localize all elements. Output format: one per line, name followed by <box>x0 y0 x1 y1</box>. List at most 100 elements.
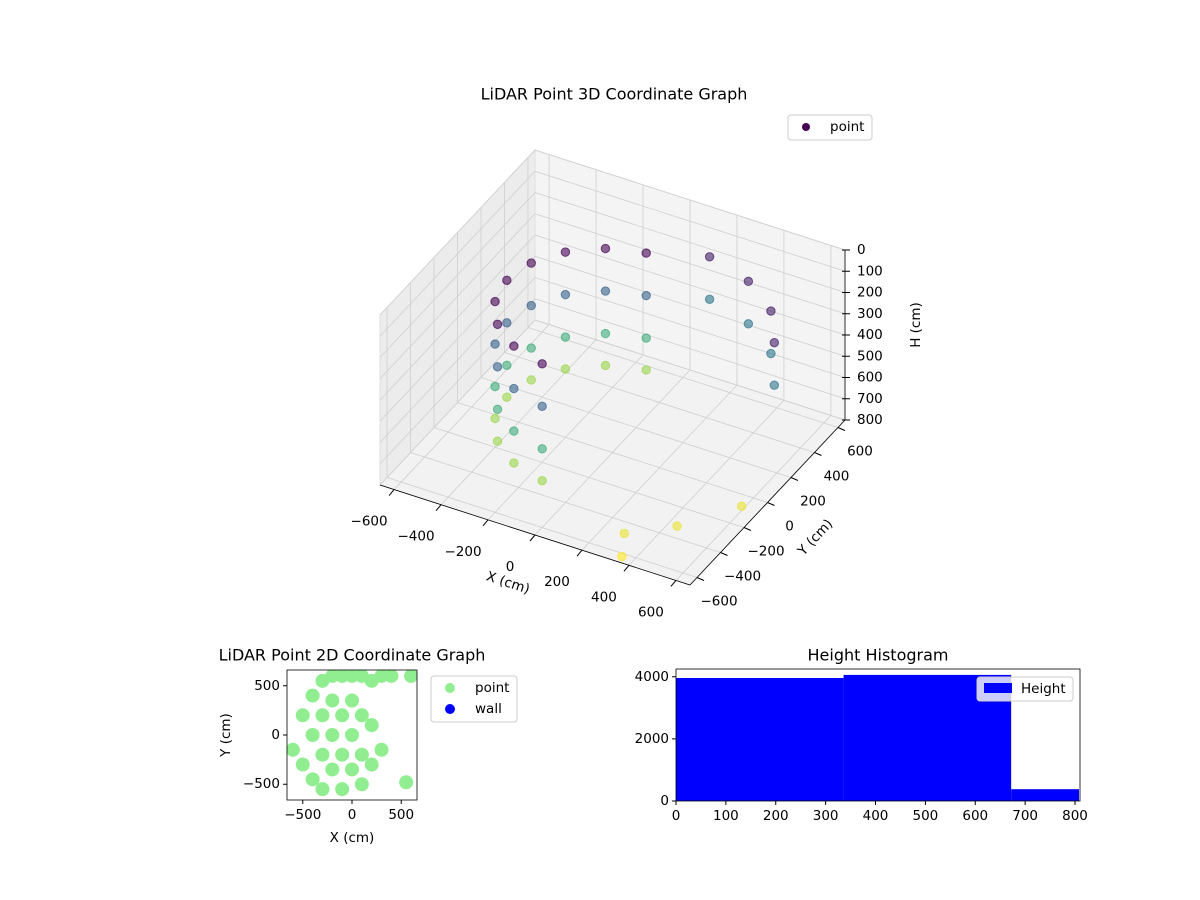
y-tick-label: −600 <box>700 594 737 610</box>
point <box>490 339 500 349</box>
grid-line <box>410 452 721 553</box>
point <box>335 708 350 723</box>
y-tick-label: −500 <box>243 776 280 792</box>
z-tick-label: 100 <box>857 263 883 279</box>
point <box>672 521 682 531</box>
point <box>526 300 536 311</box>
point <box>492 319 503 330</box>
point <box>492 404 503 415</box>
point <box>502 360 512 370</box>
y-axis-label: Y (cm) <box>218 713 234 758</box>
x-tick <box>388 489 395 496</box>
y-tick <box>720 552 728 556</box>
grid-line <box>534 234 846 336</box>
x-tick <box>529 534 536 542</box>
grid-line <box>534 277 846 378</box>
z-tick-label: 0 <box>857 242 866 258</box>
point <box>600 328 611 339</box>
point <box>619 528 629 539</box>
x-tick-label: −500 <box>284 807 321 823</box>
point <box>384 670 399 683</box>
point <box>364 757 379 772</box>
point <box>305 728 320 742</box>
legend-marker <box>445 704 455 714</box>
y-tick <box>743 527 752 531</box>
point <box>345 728 359 742</box>
point <box>492 436 503 446</box>
x-tick-label: 600 <box>638 604 664 620</box>
legend-label: wall <box>475 701 502 717</box>
grid-line <box>534 319 846 421</box>
grid-line <box>379 213 536 380</box>
point <box>404 670 417 683</box>
x-axis-label: X (cm) <box>330 830 375 846</box>
grid-line <box>379 192 536 358</box>
z-tick-label: 700 <box>857 391 883 407</box>
point <box>325 762 340 777</box>
point <box>509 458 519 468</box>
grid-line <box>379 170 536 337</box>
point <box>617 551 627 562</box>
grid-line <box>379 149 536 316</box>
x-tick-label: 100 <box>713 808 739 824</box>
z-tick-label: 600 <box>857 370 883 386</box>
x-tick-label: 400 <box>863 808 889 824</box>
z-tick-label: 500 <box>857 348 883 364</box>
x-tick <box>482 519 489 527</box>
point <box>490 296 500 307</box>
point <box>537 359 547 369</box>
z-tick-label: 800 <box>857 412 883 428</box>
y-tick-label: 600 <box>847 444 873 460</box>
point <box>335 782 350 797</box>
x-tick-label: 0 <box>348 807 357 823</box>
point <box>560 289 571 300</box>
point <box>641 365 651 375</box>
point <box>305 688 320 703</box>
point <box>287 742 300 757</box>
x-tick-label: 500 <box>912 808 938 824</box>
x-tick-label: 800 <box>1062 808 1088 824</box>
point <box>769 337 780 348</box>
y-tick-label: −200 <box>747 544 784 560</box>
point <box>325 693 340 708</box>
z-tick-label: 400 <box>857 327 883 343</box>
x-tick-label: 600 <box>962 808 988 824</box>
point <box>502 275 512 285</box>
point <box>335 747 350 762</box>
point <box>399 775 414 790</box>
grid-line <box>534 213 846 315</box>
grid-line <box>534 149 846 251</box>
x-tick-label: 0 <box>672 808 681 824</box>
point <box>743 319 754 329</box>
point <box>509 383 519 394</box>
bar <box>676 678 844 801</box>
point <box>325 728 340 742</box>
y-axis-label: Y (cm) <box>794 516 836 560</box>
point <box>509 426 519 436</box>
point <box>315 747 330 762</box>
x-tick-label: −600 <box>351 514 388 530</box>
x-tick <box>623 564 630 572</box>
point <box>560 332 571 342</box>
point <box>600 286 611 296</box>
point <box>490 381 500 392</box>
point <box>704 294 715 305</box>
point <box>490 413 500 424</box>
grid-line <box>433 427 745 528</box>
y-tick-label: 0 <box>660 793 669 809</box>
point <box>315 708 330 723</box>
x-tick-label: 200 <box>544 574 570 590</box>
point <box>600 360 611 371</box>
legend-label: point <box>830 119 864 135</box>
grid-line <box>379 319 536 486</box>
point <box>769 380 780 390</box>
plot-points <box>287 670 417 797</box>
chart-title: LiDAR Point 3D Coordinate Graph <box>481 85 748 104</box>
chart-title: Height Histogram <box>808 646 949 665</box>
grid-line <box>480 377 792 478</box>
point <box>345 693 359 708</box>
point <box>526 258 536 268</box>
y-tick <box>837 427 846 431</box>
y-tick-label: 0 <box>271 727 280 743</box>
x-tick-label: 200 <box>763 808 789 824</box>
